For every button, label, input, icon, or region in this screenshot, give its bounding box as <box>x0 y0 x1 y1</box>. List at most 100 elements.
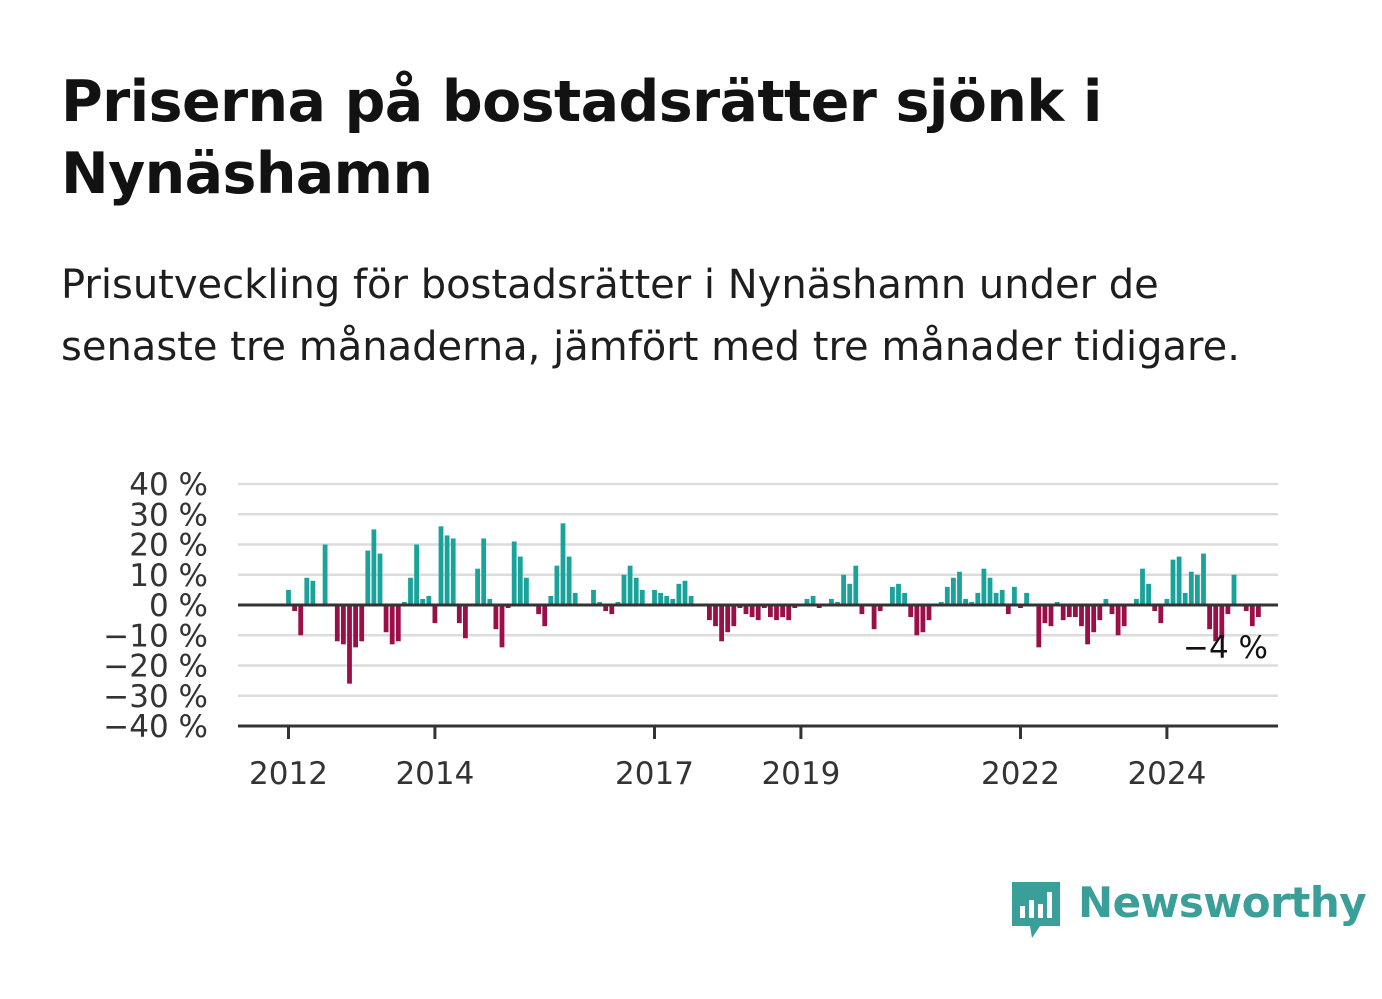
bar <box>902 592 907 605</box>
bar <box>1054 601 1060 605</box>
bar <box>511 541 517 605</box>
brand-logo[interactable]: Newsworthy <box>1010 878 1367 942</box>
bar <box>896 583 901 605</box>
bar <box>981 568 987 605</box>
bar <box>304 577 310 605</box>
bar <box>627 565 633 605</box>
bar <box>402 601 407 605</box>
y-tick-label: −40 % <box>103 709 208 745</box>
bar <box>347 605 352 684</box>
bar <box>432 605 438 624</box>
bar <box>639 589 645 606</box>
bar <box>359 605 365 642</box>
x-tick-label: 2017 <box>615 756 694 792</box>
bar <box>768 605 773 618</box>
bar <box>1170 559 1176 606</box>
bar <box>1091 605 1097 633</box>
bar <box>652 589 657 606</box>
bar <box>1158 605 1164 624</box>
bar <box>609 605 615 615</box>
bar <box>1243 605 1249 612</box>
bar <box>603 605 609 612</box>
bar <box>292 605 297 612</box>
bar <box>749 605 755 618</box>
bar <box>951 577 956 605</box>
bar <box>719 605 724 642</box>
x-tick-label: 2014 <box>395 756 474 792</box>
bar <box>365 550 371 605</box>
bar <box>536 605 541 615</box>
bar <box>859 605 865 615</box>
bar <box>481 538 487 605</box>
bar <box>444 535 450 605</box>
bar <box>1073 605 1078 618</box>
bar <box>755 605 761 621</box>
bar <box>938 601 944 605</box>
bar <box>816 605 822 609</box>
bar <box>688 595 694 605</box>
bar <box>1048 605 1054 627</box>
bar <box>1146 583 1151 605</box>
x-axis-labels: 2012 2014 2017 2019 2022 2024 <box>249 726 1206 792</box>
bar <box>487 598 493 605</box>
bar <box>505 605 511 609</box>
bar <box>1036 605 1042 648</box>
bar <box>1024 592 1029 605</box>
bar <box>1042 605 1048 624</box>
bar <box>371 529 377 606</box>
bar <box>957 571 962 605</box>
bar <box>414 544 419 605</box>
bar <box>877 605 883 612</box>
bar <box>597 601 602 605</box>
axes <box>238 603 1278 728</box>
bar <box>1018 605 1023 609</box>
bar <box>670 598 676 605</box>
bar <box>841 574 846 605</box>
bar <box>554 565 560 605</box>
y-tick-label: 30 % <box>129 497 208 533</box>
x-tick-label: 2019 <box>761 756 840 792</box>
bar <box>1201 553 1206 605</box>
y-axis-labels: 40 %30 %20 %10 %0 %−10 %−20 %−30 %−40 % <box>103 467 208 745</box>
bar <box>475 568 480 605</box>
bar <box>847 583 853 605</box>
bar <box>914 605 920 636</box>
bar <box>1134 598 1139 605</box>
bar <box>737 605 743 609</box>
bar <box>963 598 968 605</box>
bar <box>682 580 688 605</box>
bar <box>1097 605 1103 621</box>
bar <box>810 595 816 605</box>
bar <box>743 605 749 615</box>
y-tick-label: 40 % <box>129 467 208 503</box>
bar <box>713 605 718 627</box>
y-tick-label: 20 % <box>129 528 208 564</box>
bar <box>1195 574 1200 605</box>
bar <box>377 553 383 605</box>
bar <box>853 565 859 605</box>
bar <box>804 598 810 605</box>
bar <box>548 595 554 605</box>
x-tick-label: 2012 <box>249 756 328 792</box>
bar <box>1219 605 1225 639</box>
bar <box>969 601 975 605</box>
bar <box>334 605 340 642</box>
bar <box>993 592 999 605</box>
bar <box>926 605 932 621</box>
bar <box>1103 598 1109 605</box>
gridlines <box>238 482 1278 697</box>
y-tick-label: −20 % <box>103 649 208 685</box>
bar <box>731 605 737 627</box>
bar <box>1231 574 1237 605</box>
bar <box>786 605 792 621</box>
last-value-annotation: −4 % <box>1183 630 1268 666</box>
bar <box>725 605 731 633</box>
brand-name: Newsworthy <box>1078 878 1367 927</box>
bar <box>792 605 798 609</box>
bar <box>1207 605 1212 630</box>
bar <box>524 577 529 605</box>
bar <box>353 605 358 648</box>
bar <box>1225 605 1231 615</box>
bar <box>829 598 834 605</box>
